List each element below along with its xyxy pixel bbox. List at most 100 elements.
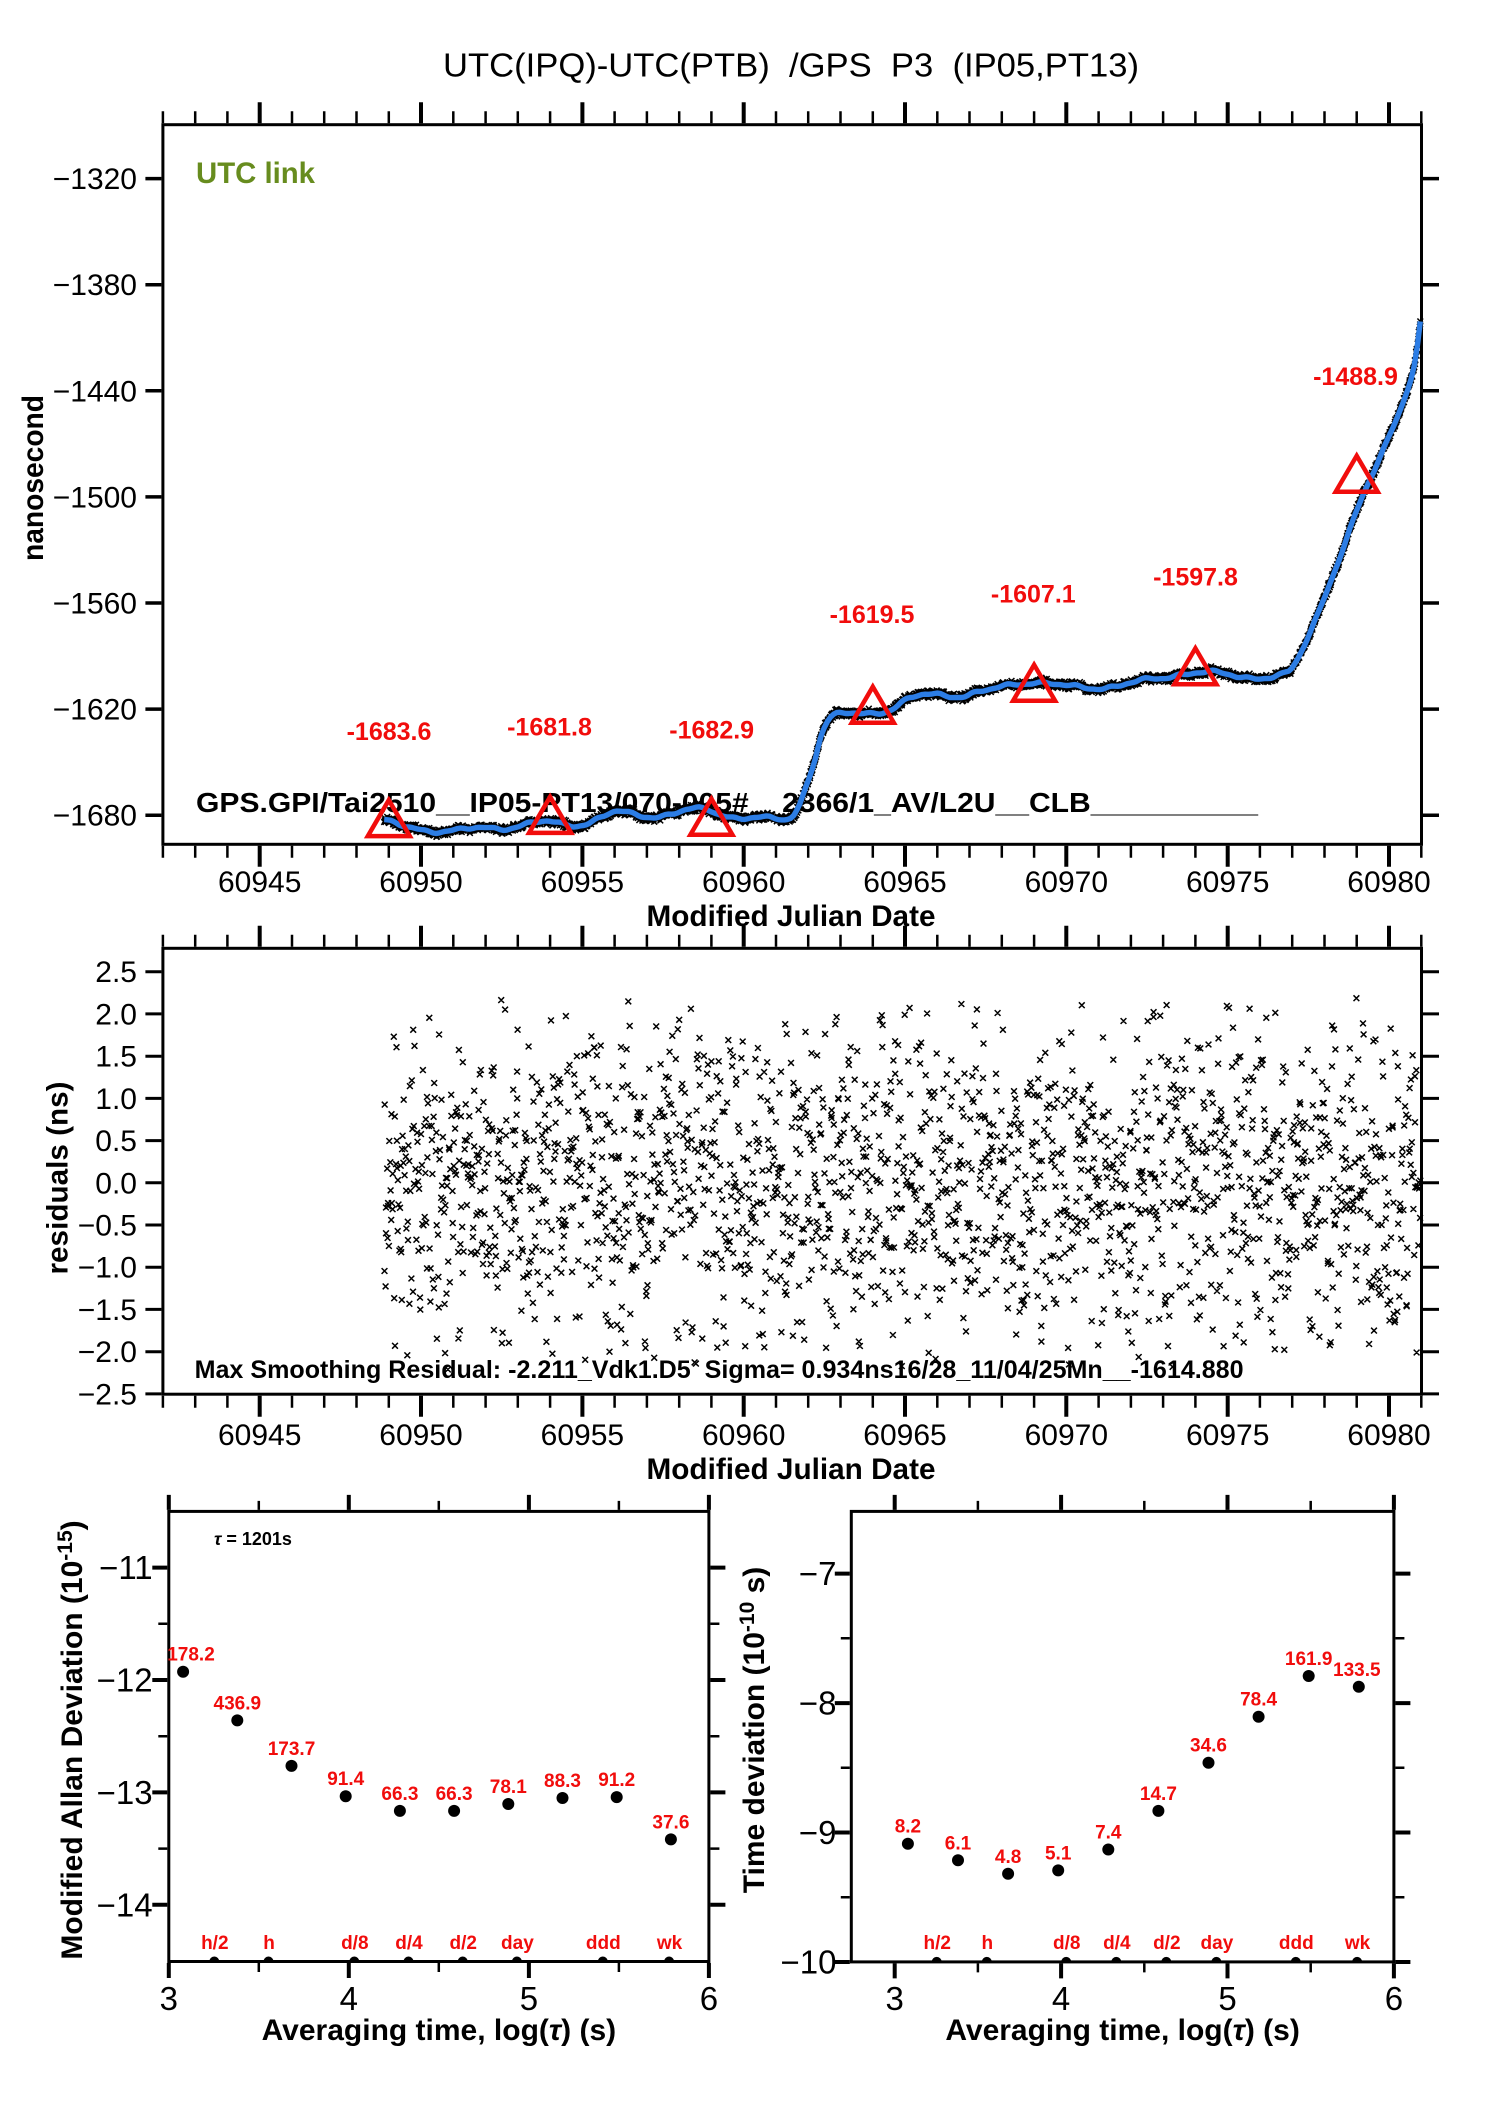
svg-text:436.9: 436.9 [214,1693,262,1714]
svg-text:37.6: 37.6 [652,1812,689,1833]
svg-text:173.7: 173.7 [268,1739,316,1760]
svg-text:60975: 60975 [1186,1419,1269,1452]
svg-text:ddd: ddd [1279,1933,1314,1954]
svg-text:-1619.5: -1619.5 [830,601,915,629]
svg-text:1.0: 1.0 [95,1083,137,1116]
svg-text:nanosecond: nanosecond [17,395,50,561]
svg-text:-1681.8: -1681.8 [507,714,592,742]
svg-text:−2.0: −2.0 [78,1336,137,1369]
svg-text:66.3: 66.3 [436,1784,473,1805]
svg-text:−12: −12 [97,1662,153,1699]
svg-text:60960: 60960 [702,866,785,899]
svg-text:h/2: h/2 [923,1933,950,1954]
svg-text:wk: wk [1344,1933,1371,1954]
svg-text:−1680: −1680 [53,800,137,833]
svg-text:3: 3 [886,1980,904,2017]
svg-text:d/8: d/8 [1053,1933,1080,1954]
svg-text:4: 4 [1052,1980,1070,2017]
svg-text:2.5: 2.5 [95,956,137,989]
svg-text:wk: wk [656,1933,683,1954]
svg-text:day: day [1201,1933,1234,1954]
svg-text:Modified Julian Date: Modified Julian Date [647,900,936,933]
svg-text:6.1: 6.1 [945,1833,972,1854]
svg-text:60970: 60970 [1025,1419,1108,1452]
svg-text:−7: −7 [799,1555,837,1592]
svg-text:Max Smoothing Residual: -2.211: Max Smoothing Residual: -2.211_Vdk1.D5 S… [195,1356,1244,1384]
svg-text:UTC link: UTC link [196,157,315,190]
svg-text:5: 5 [520,1980,538,2017]
svg-text:−1620: −1620 [53,694,137,727]
svg-text:Modified Allan Deviation (10-1: Modified Allan Deviation (10-15) [54,1520,89,1959]
svg-text:−8: −8 [799,1685,837,1722]
svg-text:−13: −13 [97,1774,153,1811]
svg-text:−0.5: −0.5 [78,1210,137,1243]
svg-text:d/2: d/2 [1153,1933,1180,1954]
svg-text:60955: 60955 [541,866,624,899]
svg-text:60950: 60950 [379,866,462,899]
svg-text:residuals (ns): residuals (ns) [42,1082,75,1275]
svg-text:−1.0: −1.0 [78,1252,137,1285]
svg-text:τ = 1201s: τ = 1201s [214,1529,292,1549]
svg-text:−9: −9 [799,1814,837,1851]
svg-text:0.0: 0.0 [95,1167,137,1200]
svg-text:133.5: 133.5 [1333,1660,1381,1681]
svg-text:5.1: 5.1 [1045,1843,1072,1864]
svg-text:−1560: −1560 [53,588,137,621]
svg-text:-1607.1: -1607.1 [991,581,1076,609]
svg-text:91.4: 91.4 [327,1769,364,1790]
svg-text:60975: 60975 [1186,866,1269,899]
svg-text:60965: 60965 [863,866,946,899]
svg-text:60955: 60955 [541,1419,624,1452]
svg-text:91.2: 91.2 [598,1770,635,1791]
svg-text:6: 6 [700,1980,718,2017]
svg-text:161.9: 161.9 [1285,1649,1333,1670]
svg-text:−11: −11 [99,1549,153,1586]
svg-text:−2.5: −2.5 [78,1378,137,1411]
svg-text:d/8: d/8 [341,1933,368,1954]
svg-text:5: 5 [1218,1980,1236,2017]
svg-text:66.3: 66.3 [381,1784,418,1805]
svg-text:−1440: −1440 [53,375,137,408]
svg-text:34.6: 34.6 [1190,1736,1227,1757]
svg-text:h: h [263,1933,275,1954]
svg-text:8.2: 8.2 [895,1817,921,1838]
svg-text:d/4: d/4 [1103,1933,1131,1954]
svg-text:h/2: h/2 [201,1933,228,1954]
svg-text:60970: 60970 [1025,866,1108,899]
svg-text:60945: 60945 [218,866,301,899]
svg-text:60965: 60965 [863,1419,946,1452]
svg-text:14.7: 14.7 [1140,1784,1177,1805]
svg-text:60945: 60945 [218,1419,301,1452]
svg-text:4: 4 [340,1980,358,2017]
svg-text:-1682.9: -1682.9 [669,717,754,745]
svg-text:78.1: 78.1 [490,1777,527,1798]
svg-text:ddd: ddd [586,1933,621,1954]
svg-text:1.5: 1.5 [95,1041,137,1074]
svg-text:178.2: 178.2 [167,1645,215,1666]
svg-text:4.8: 4.8 [995,1847,1021,1868]
svg-text:7.4: 7.4 [1095,1823,1122,1844]
svg-text:−14: −14 [97,1886,153,1923]
svg-text:88.3: 88.3 [544,1771,581,1792]
svg-text:Averaging time, log(τ) (s): Averaging time, log(τ) (s) [945,2014,1300,2047]
svg-text:−1380: −1380 [53,269,137,302]
svg-text:6: 6 [1385,1980,1403,2017]
svg-text:-1683.6: -1683.6 [347,718,432,746]
svg-text:−1320: −1320 [53,163,137,196]
svg-text:−1.5: −1.5 [78,1294,137,1327]
svg-text:−10: −10 [781,1944,837,1981]
svg-text:60950: 60950 [379,1419,462,1452]
svg-text:Averaging time, log(τ) (s): Averaging time, log(τ) (s) [262,2014,617,2047]
svg-text:60980: 60980 [1347,866,1430,899]
svg-text:60960: 60960 [702,1419,785,1452]
svg-text:d/2: d/2 [449,1933,476,1954]
svg-text:-1488.9: -1488.9 [1313,363,1398,391]
svg-text:3: 3 [160,1980,178,2017]
svg-text:UTC(IPQ)-UTC(PTB) /GPS P3 (: UTC(IPQ)-UTC(PTB) /GPS P3 (IP05,PT13) [443,47,1139,84]
svg-text:2.0: 2.0 [95,998,137,1031]
svg-text:78.4: 78.4 [1240,1690,1277,1711]
svg-text:−1500: −1500 [53,481,137,514]
svg-text:h: h [981,1933,993,1954]
svg-text:-1597.8: -1597.8 [1153,564,1238,592]
svg-text:day: day [501,1933,534,1954]
